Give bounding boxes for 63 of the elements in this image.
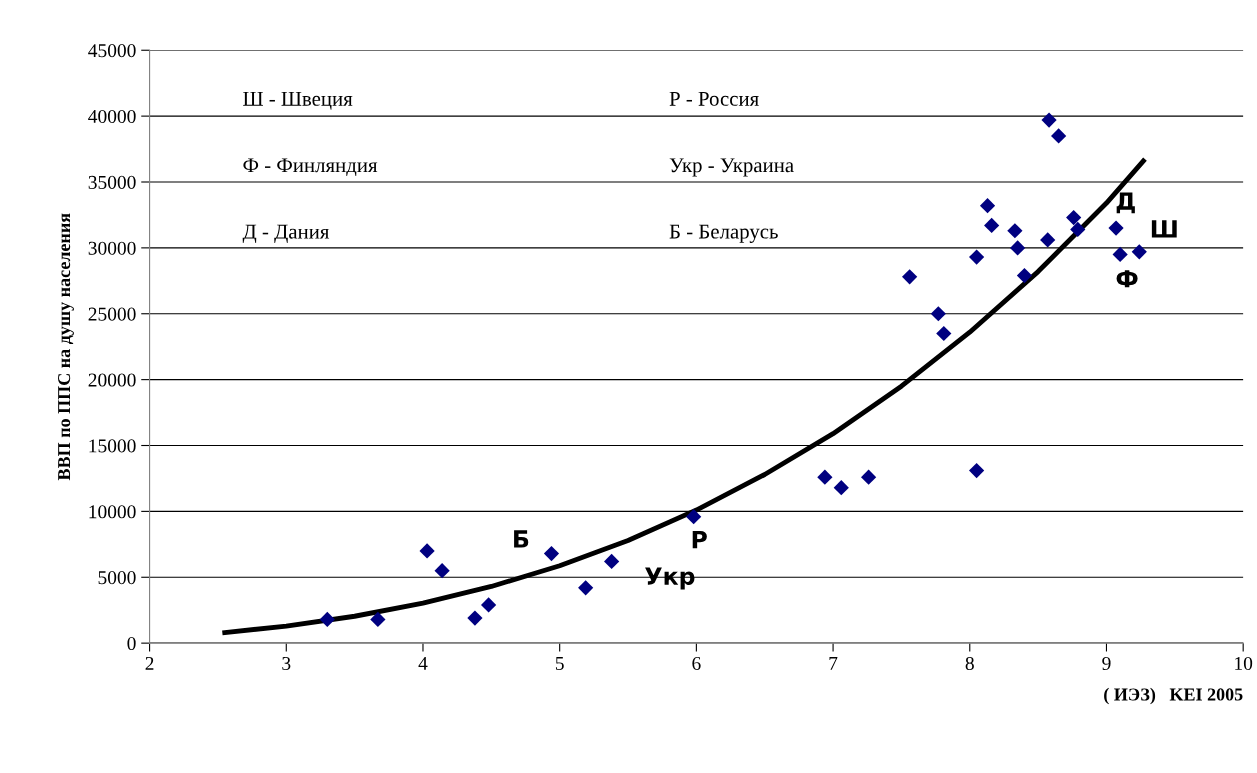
- point: [1131, 244, 1147, 260]
- x-tick-label: 7: [829, 657, 838, 670]
- point: [969, 462, 985, 479]
- point: [543, 545, 560, 562]
- y-tick-label: 25000: [88, 307, 136, 321]
- point: [480, 597, 497, 613]
- point: [1016, 267, 1033, 284]
- annotation: Р: [692, 530, 707, 549]
- x-tick-label: 6: [692, 656, 701, 671]
- annotation: Укр - Украина: [669, 158, 794, 177]
- point: [979, 198, 996, 214]
- annotation: Р - Россия: [669, 92, 759, 106]
- annotation: Д - Дания: [242, 224, 330, 243]
- point: [319, 611, 335, 628]
- point: [1066, 209, 1082, 226]
- annotation: Б: [514, 530, 529, 548]
- annotation: Б - Беларусь: [669, 224, 778, 243]
- x-tick-label: 10: [1235, 656, 1253, 671]
- point: [1041, 112, 1057, 128]
- point: [833, 480, 849, 496]
- y-tick-label: 0: [127, 636, 136, 651]
- point: [1040, 232, 1056, 248]
- x-tick-label: 9: [1102, 656, 1111, 671]
- point: [936, 325, 952, 342]
- point: [984, 217, 1000, 234]
- y-axis-title: ВВП по ППС на душу населения: [58, 213, 74, 481]
- point: [467, 610, 483, 626]
- point: [1112, 246, 1128, 263]
- y-tick-label: 45000: [88, 44, 136, 58]
- y-tick-label: 35000: [88, 175, 136, 189]
- point: [930, 306, 946, 322]
- annotation: Ф: [1116, 270, 1138, 288]
- y-tick-label: 15000: [89, 439, 136, 453]
- y-tick-label: 40000: [88, 109, 136, 124]
- point: [969, 249, 985, 265]
- x-tick-label: 2: [145, 656, 154, 670]
- y-tick-label: 5000: [98, 571, 136, 585]
- point: [1051, 128, 1067, 144]
- point: [817, 469, 833, 485]
- y-tick-label: 10000: [89, 505, 136, 519]
- point: [419, 543, 435, 559]
- point: [686, 509, 702, 525]
- point: [578, 580, 594, 596]
- x-tick-label: 5: [555, 657, 564, 671]
- x-tick-label: 8: [965, 656, 974, 671]
- point: [1070, 221, 1086, 238]
- point: [902, 269, 918, 285]
- point: [1108, 220, 1124, 236]
- x-tick-label: 4: [418, 657, 428, 670]
- y-tick-label: 30000: [88, 241, 136, 255]
- point: [604, 553, 620, 570]
- point: [1007, 223, 1023, 239]
- point: [434, 563, 450, 579]
- y-tick-label: 20000: [88, 373, 136, 387]
- annotation: Ш: [1151, 220, 1177, 238]
- point: [861, 469, 877, 485]
- x-axis-title: ( ИЭЗ) KEI 2005: [1104, 687, 1243, 705]
- annotation: Д: [1116, 192, 1135, 214]
- point: [370, 611, 386, 628]
- x-tick-label: 3: [282, 656, 291, 671]
- point: [1010, 240, 1026, 256]
- annotation: Ф - Финляндия: [243, 158, 378, 177]
- annotation: Ш - Швеция: [243, 92, 353, 110]
